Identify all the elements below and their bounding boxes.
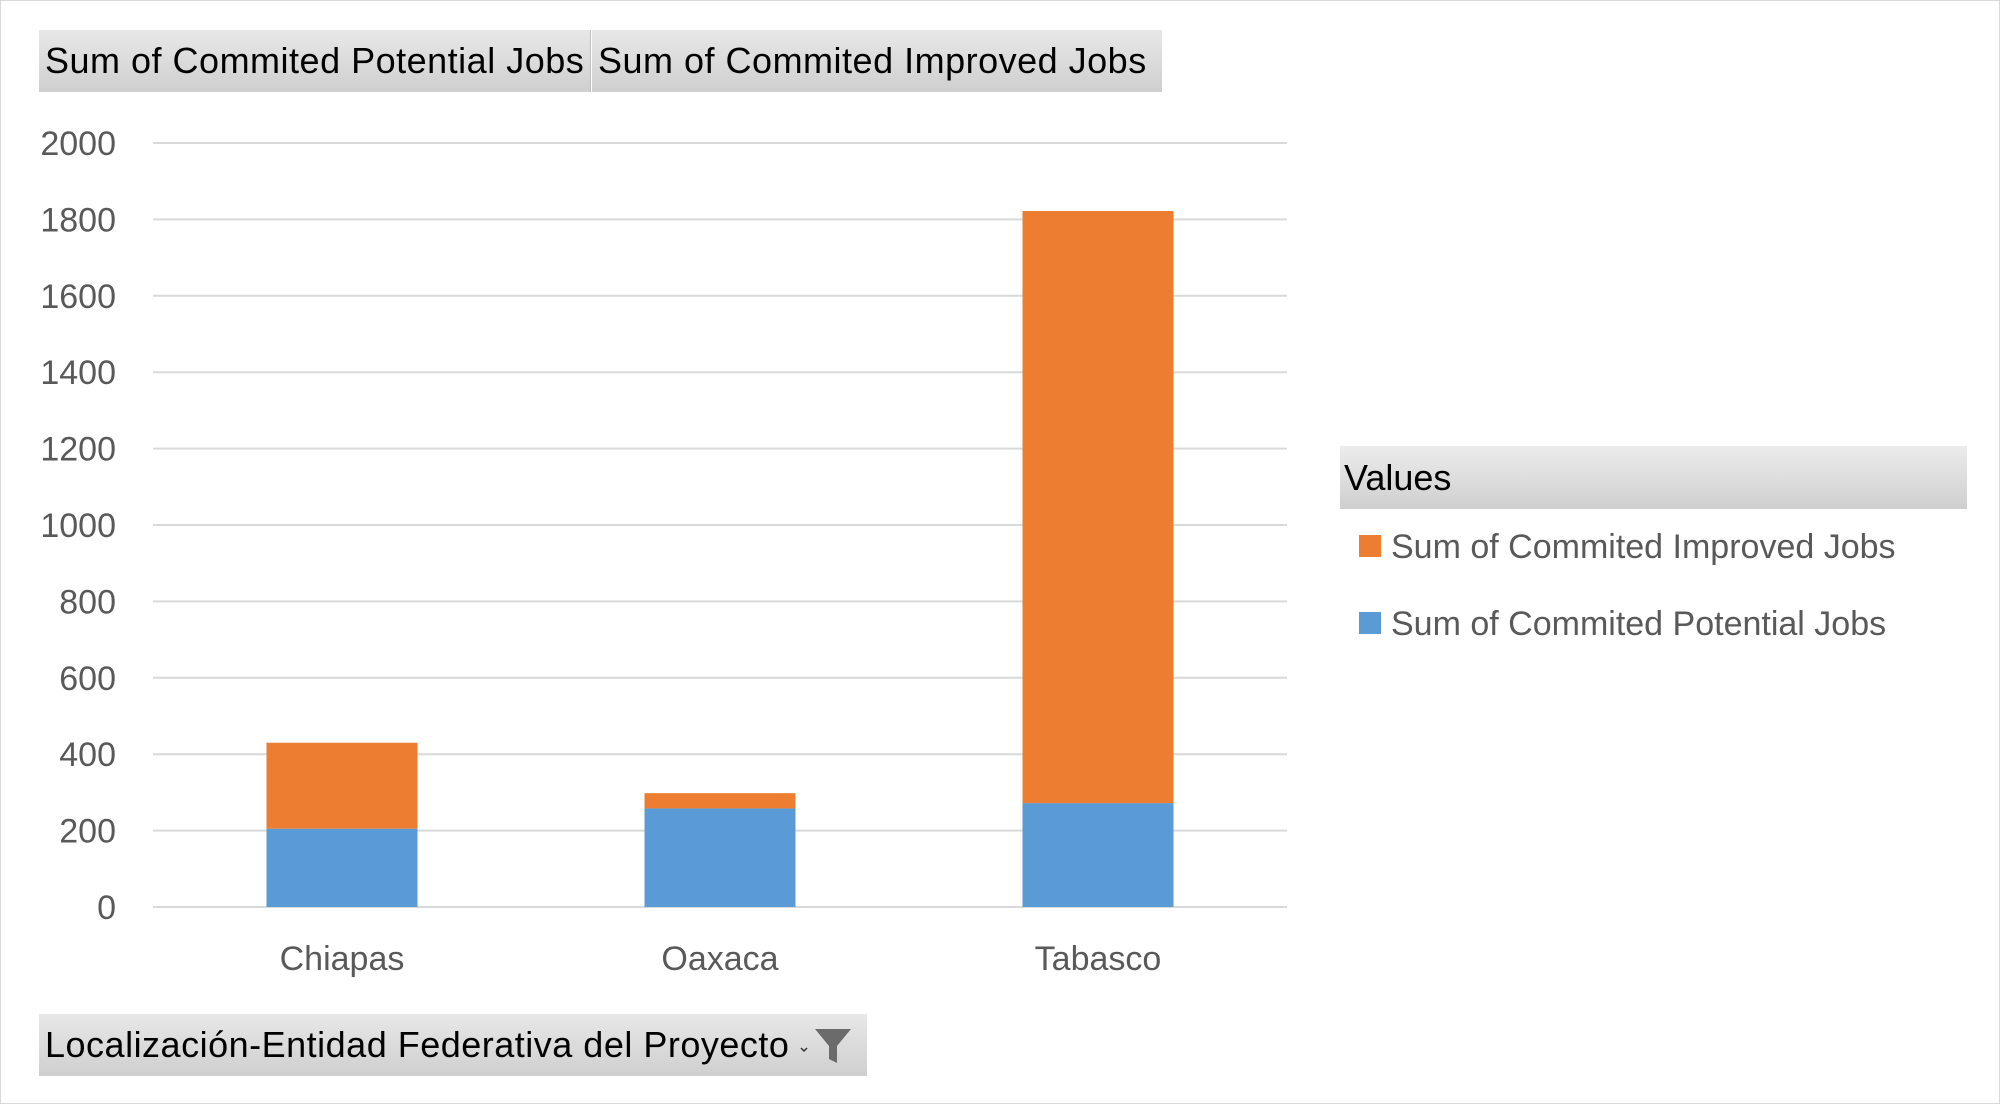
y-tick-label: 0 [97, 889, 116, 927]
axis-field-label: Localización-Entidad Federativa del Proy… [45, 1024, 790, 1065]
x-category-label: Chiapas [280, 940, 405, 978]
bar-chiapas-potential[interactable] [266, 828, 418, 907]
legend-label-improved: Sum of Commited Improved Jobs [1391, 528, 1896, 566]
legend-title[interactable]: Values [1340, 446, 1967, 509]
y-tick-label: 1600 [40, 278, 116, 316]
field-button-improved-jobs[interactable]: Sum of Commited Improved Jobs [592, 30, 1162, 92]
bar-oaxaca-potential[interactable] [644, 808, 796, 907]
dropdown-arrow-icon[interactable] [799, 1044, 809, 1054]
y-tick-label: 800 [59, 583, 116, 621]
legend-item-improved-jobs[interactable]: Sum of Commited Improved Jobs [1359, 527, 1896, 567]
bars [266, 210, 1174, 907]
y-tick-label: 1400 [40, 354, 116, 392]
bar-oaxaca-improved[interactable] [644, 793, 796, 809]
plot-area: 0 200 400 600 800 1000 1200 1400 1600 1800 2000 Ch… [40, 125, 1287, 978]
legend-swatch-improved [1359, 535, 1381, 558]
legend-label-potential: Sum of Commited Potential Jobs [1391, 605, 1887, 643]
y-tick-label: 1000 [40, 507, 116, 545]
x-axis-labels: Chiapas Oaxaca Tabasco [280, 940, 1162, 978]
x-category-label: Oaxaca [661, 940, 778, 978]
bar-tabasco-improved[interactable] [1022, 210, 1174, 804]
legend-swatch-potential [1359, 612, 1381, 635]
y-tick-label: 600 [59, 660, 116, 698]
y-tick-label: 200 [59, 813, 116, 851]
y-tick-label: 1800 [40, 201, 116, 239]
filter-funnel-icon[interactable] [813, 1026, 853, 1066]
y-tick-label: 1200 [40, 431, 116, 469]
field-button-potential-jobs[interactable]: Sum of Commited Potential Jobs [39, 30, 591, 92]
y-tick-label: 400 [59, 736, 116, 774]
x-category-label: Tabasco [1035, 940, 1162, 978]
y-tick-label: 2000 [40, 125, 116, 163]
bar-tabasco-potential[interactable] [1022, 803, 1174, 907]
bar-chiapas-improved[interactable] [266, 742, 418, 829]
axis-field-button[interactable]: Localización-Entidad Federativa del Proy… [39, 1014, 867, 1076]
legend-item-potential-jobs[interactable]: Sum of Commited Potential Jobs [1359, 604, 1886, 644]
y-axis-ticks: 0 200 400 600 800 1000 1200 1400 1600 1800 2000 [40, 125, 116, 927]
